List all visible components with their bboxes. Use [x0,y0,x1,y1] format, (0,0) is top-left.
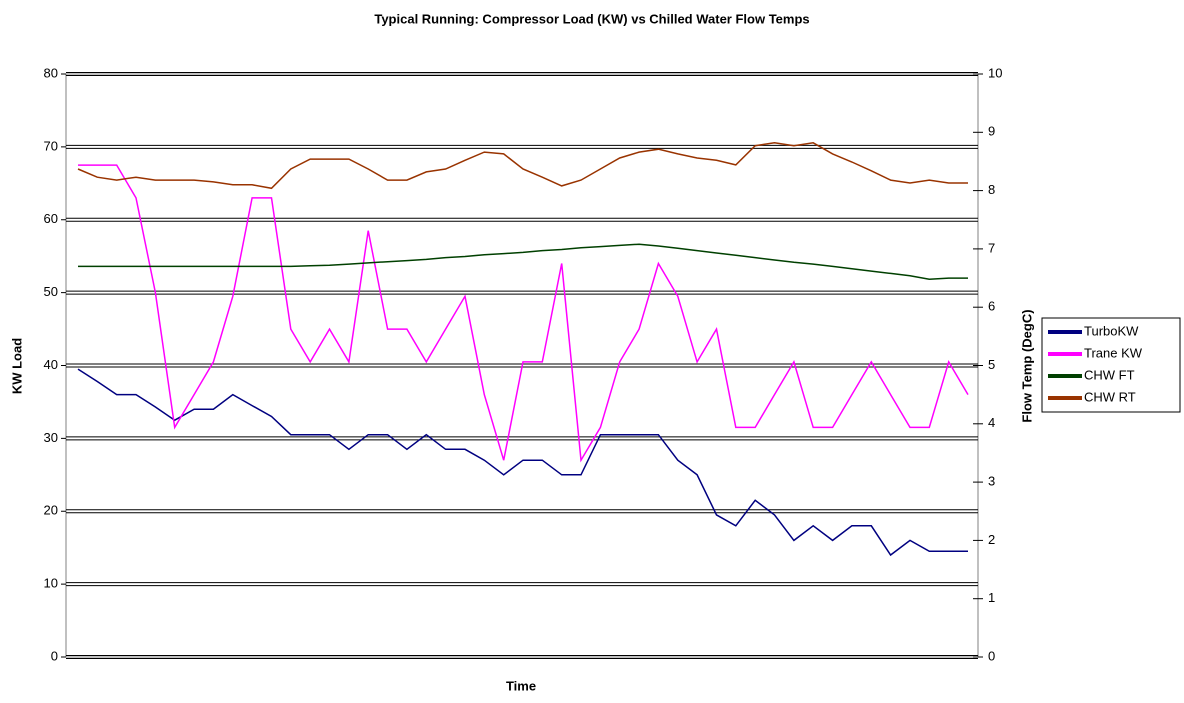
legend-label: CHW RT [1084,389,1136,404]
y2-tick-label: 0 [988,648,995,663]
y-axis-label: KW Load [9,338,24,394]
y2-axis-label: Flow Temp (DegC) [1019,309,1034,422]
y2-tick-label: 3 [988,474,995,489]
y-tick-label: 60 [44,211,58,226]
x-axis-label: Time [506,678,536,693]
y-tick-label: 80 [44,65,58,80]
y-tick-label: 10 [44,576,58,591]
series-line [78,164,969,463]
series-line [77,368,968,557]
y2-tick-label: 5 [988,357,995,372]
series-line [77,142,968,190]
y-tick-label: 40 [44,357,58,372]
y2-tick-label: 2 [988,532,995,547]
series-line [78,243,968,280]
y-tick-label: 50 [44,284,58,299]
legend-label: CHW FT [1084,367,1135,382]
chart-title: Typical Running: Compressor Load (KW) vs… [374,11,809,26]
y2-tick-label: 6 [988,299,995,314]
y2-tick-label: 10 [988,65,1002,80]
y2-tick-label: 1 [988,590,995,605]
y2-tick-label: 7 [988,240,995,255]
y2-tick-label: 8 [988,182,995,197]
y-tick-label: 0 [51,648,58,663]
legend-label: TurboKW [1084,323,1139,338]
y-tick-label: 70 [44,138,58,153]
y-tick-label: 20 [44,503,58,518]
y2-tick-label: 9 [988,124,995,139]
y-tick-label: 30 [44,430,58,445]
y2-tick-label: 4 [988,415,995,430]
legend-label: Trane KW [1084,345,1143,360]
